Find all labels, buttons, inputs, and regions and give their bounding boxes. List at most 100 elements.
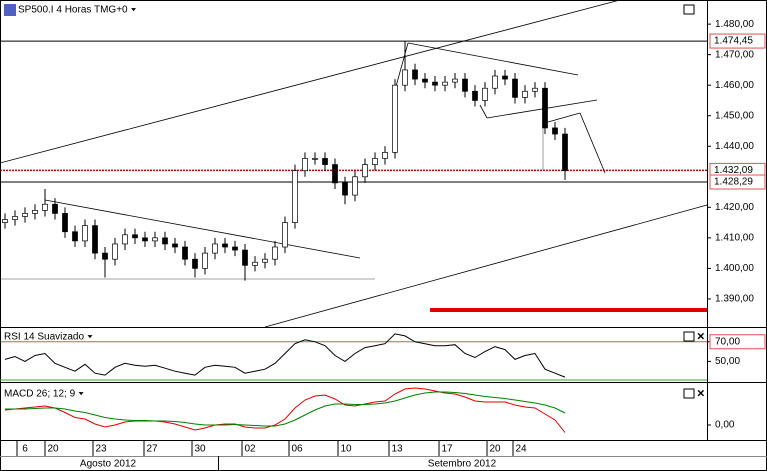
candle-body	[272, 246, 278, 260]
candle-body	[212, 243, 218, 254]
candle-body	[142, 237, 148, 242]
tick-label-box	[709, 334, 766, 350]
y-tick-label: 1.450,00	[715, 110, 754, 121]
candle-body	[512, 78, 518, 98]
price-level-box	[709, 174, 766, 190]
y-tick-label: 1.440,00	[715, 141, 754, 152]
trendlines	[0, 0, 708, 328]
x-tick-label: 24	[515, 444, 527, 455]
dropdown-caret[interactable]	[87, 335, 93, 339]
y-tick-label: 1.390,00	[715, 294, 754, 305]
candle-body	[52, 203, 58, 214]
candle-body	[72, 231, 78, 242]
candle-body	[412, 69, 418, 80]
candle-body	[202, 252, 208, 269]
x-tick-label: 10	[340, 444, 352, 455]
x-tick-label: 20	[47, 444, 59, 455]
candle-body	[32, 210, 38, 214]
candle-body	[152, 237, 158, 242]
y-tick-label: 1.410,00	[715, 232, 754, 243]
instrument-icon	[4, 4, 16, 16]
maximize-button[interactable]	[683, 388, 695, 399]
candle-body	[182, 246, 188, 260]
x-tick-label: 13	[391, 444, 403, 455]
candle-body	[282, 222, 288, 248]
candle-body	[442, 81, 448, 86]
candle-body	[112, 243, 118, 260]
candle-body	[492, 75, 498, 89]
y-tick-label: 1.470,00	[715, 49, 754, 60]
y-tick-label: 1.460,00	[715, 80, 754, 91]
candle-body	[102, 252, 108, 260]
x-tick-label: 6	[22, 444, 28, 455]
y-tick-label: 1.480,00	[715, 19, 754, 30]
candle-body	[82, 225, 88, 242]
candle-body	[322, 158, 328, 165]
candle-body	[132, 234, 138, 239]
candle-body	[392, 84, 398, 153]
candle-body	[502, 75, 508, 80]
candle-body	[462, 78, 468, 92]
candle-body	[352, 176, 358, 196]
x-tick-label: 23	[95, 444, 107, 455]
candle-body	[472, 90, 478, 101]
indicator-line	[4, 333, 566, 378]
price-level-label: 1.428,29	[714, 177, 753, 188]
x-tick-label: 17	[441, 444, 453, 455]
price-level-box	[709, 33, 766, 49]
x-tick-label: 30	[194, 444, 206, 455]
candle-body	[542, 87, 548, 129]
candle-body	[452, 78, 458, 83]
y-tick-label: 50,00	[715, 356, 740, 367]
y-tick-label: 70,00	[715, 336, 740, 347]
candle-body	[312, 158, 318, 160]
candle-body	[562, 133, 568, 172]
candle-body	[482, 87, 488, 101]
candle-body	[22, 213, 28, 217]
x-tick-label: 02	[244, 444, 256, 455]
y-tick-label: 0,00	[715, 420, 735, 431]
candle-body	[92, 225, 98, 254]
maximize-button[interactable]	[683, 4, 695, 15]
candle-body	[522, 90, 528, 98]
x-tick-label: 06	[291, 444, 303, 455]
candle-body	[362, 164, 368, 178]
candle-body	[162, 237, 168, 245]
dropdown-caret[interactable]	[78, 392, 84, 396]
x-tick-label: 20	[489, 444, 501, 455]
candle-body	[122, 234, 128, 245]
dropdown-caret[interactable]	[131, 8, 137, 12]
candle-body	[192, 258, 198, 269]
candle-body	[422, 78, 428, 83]
close-button[interactable]: ×	[697, 385, 705, 400]
candle-body	[372, 158, 378, 165]
y-tick-label: 1.420,00	[715, 202, 754, 213]
candle-body	[432, 81, 438, 86]
candle-body	[402, 69, 408, 86]
y-tick-label: 1.400,00	[715, 263, 754, 274]
candle-body	[222, 243, 228, 248]
candle-body	[242, 249, 248, 266]
indicator-line	[4, 387, 566, 433]
plot	[0, 40, 707, 433]
candle-body	[302, 158, 308, 172]
candle-body	[382, 152, 388, 159]
candle-body	[252, 261, 258, 266]
candle-body	[552, 127, 558, 135]
candle-body	[232, 246, 238, 251]
indicator-line	[5, 391, 566, 427]
chart-title[interactable]: SP500.I 4 Horas TMG+0	[18, 5, 128, 16]
candle-body	[172, 243, 178, 248]
x-tick-label: 27	[146, 444, 158, 455]
candle-body	[292, 170, 298, 223]
close-button[interactable]: ×	[697, 328, 705, 343]
macd-title[interactable]: MACD 26; 12; 9	[4, 389, 76, 400]
candle-body	[332, 164, 338, 184]
maximize-button[interactable]	[683, 331, 695, 342]
rsi-title[interactable]: RSI 14 Suavizado	[4, 332, 84, 343]
candle-body	[42, 203, 48, 211]
price-level-label: 1.432,09	[714, 165, 753, 176]
candle-body	[342, 182, 348, 196]
